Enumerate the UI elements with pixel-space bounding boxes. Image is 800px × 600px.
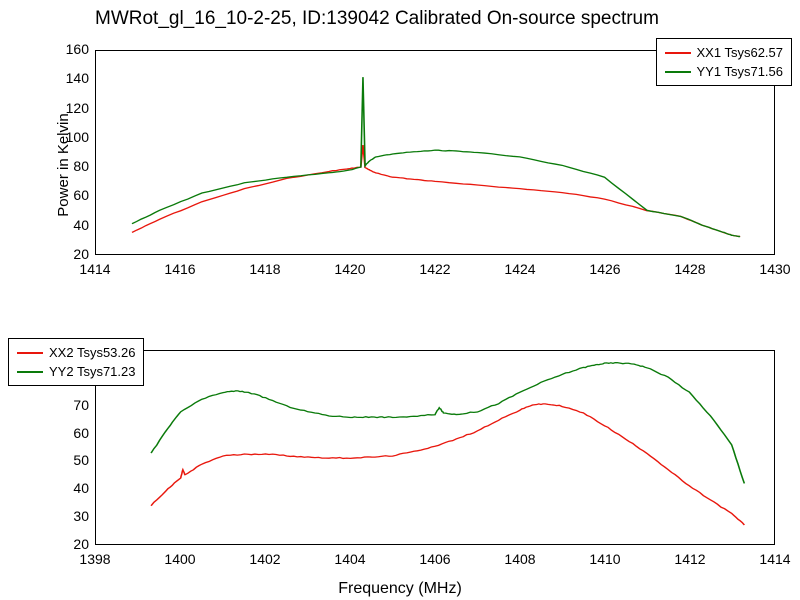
bottom-legend-box: XX2 Tsys53.26 YY2 Tsys71.23 bbox=[8, 338, 144, 386]
top-legend-item-0: XX1 Tsys62.57 bbox=[665, 43, 783, 62]
xtick-1430: 1430 bbox=[757, 261, 793, 277]
chart-title: MWRot_gl_16_10-2-25, ID:139042 Calibrate… bbox=[95, 8, 659, 30]
top-plot: Power in Kelvin 20 40 60 80 100 120 140 160 141… bbox=[0, 30, 800, 300]
top-legend-item-1: YY1 Tsys71.56 bbox=[665, 62, 783, 81]
bottom-xlabel: Frequency (MHz) bbox=[338, 580, 462, 598]
xtick-1408: 1408 bbox=[502, 551, 538, 567]
xtick-1404: 1404 bbox=[332, 551, 368, 567]
xx2-legend-label: XX2 Tsys53.26 bbox=[49, 343, 135, 362]
xtick-1402: 1402 bbox=[247, 551, 283, 567]
chart-container: MWRot_gl_16_10-2-25, ID:139042 Calibrate… bbox=[0, 0, 800, 600]
xtick-1428: 1428 bbox=[672, 261, 708, 277]
bottom-legend-item-0: XX2 Tsys53.26 bbox=[17, 343, 135, 362]
yy2-legend-label: YY2 Tsys71.23 bbox=[49, 362, 135, 381]
yy1-legend-label: YY1 Tsys71.56 bbox=[697, 62, 783, 81]
xtick-1420: 1420 bbox=[332, 261, 368, 277]
xtick-1418: 1418 bbox=[247, 261, 283, 277]
xtick-1410: 1410 bbox=[587, 551, 623, 567]
xx2-legend-line bbox=[17, 352, 43, 354]
top-legend-box: XX1 Tsys62.57 YY1 Tsys71.56 bbox=[656, 38, 792, 86]
bottom-plot: 2030405060708090 13981400140214041406140… bbox=[0, 330, 800, 600]
xtick-1398: 1398 bbox=[77, 551, 113, 567]
yy1-legend-line bbox=[665, 71, 691, 73]
xtick-1414: 1414 bbox=[757, 551, 793, 567]
bottom-legend-item-1: YY2 Tsys71.23 bbox=[17, 362, 135, 381]
yy2-legend-line bbox=[17, 371, 43, 373]
xtick-1416: 1416 bbox=[162, 261, 198, 277]
xtick-1414: 1414 bbox=[77, 261, 113, 277]
xtick-1422: 1422 bbox=[417, 261, 453, 277]
xtick-1426: 1426 bbox=[587, 261, 623, 277]
xtick-1424: 1424 bbox=[502, 261, 538, 277]
xtick-1406: 1406 bbox=[417, 551, 453, 567]
xtick-1412: 1412 bbox=[672, 551, 708, 567]
xtick-1400: 1400 bbox=[162, 551, 198, 567]
xx1-legend-label: XX1 Tsys62.57 bbox=[697, 43, 783, 62]
xx1-legend-line bbox=[665, 52, 691, 54]
